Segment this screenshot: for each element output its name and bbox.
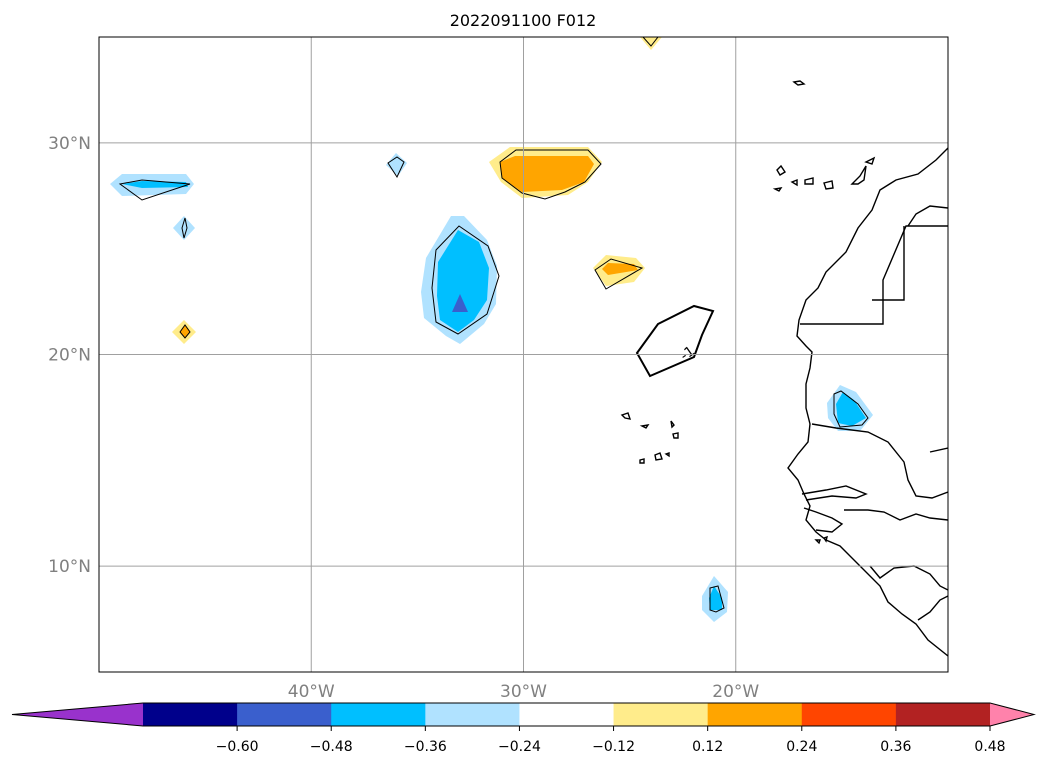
colorbar-segment — [331, 703, 426, 726]
colorbar: −0.60 −0.48 −0.36 −0.24 −0.12 0.12 0.24 0.36 0.4… — [11, 702, 1036, 755]
fill-negative-central-core — [437, 230, 489, 332]
colorbar-segment — [519, 703, 615, 726]
colorbar-tick-label: 0.36 — [880, 739, 911, 755]
liberia-border — [917, 595, 948, 621]
gridlines — [99, 37, 948, 672]
fill-positive-east-core — [602, 263, 638, 275]
colorbar-tick-label: 0.12 — [692, 739, 723, 755]
mauritania-border — [872, 226, 905, 301]
guinea-bissau-outline — [803, 507, 844, 533]
map-frame — [98, 36, 949, 673]
colorbar-tick-label: 0.24 — [786, 739, 817, 755]
colorbar-tick-label: −0.12 — [592, 739, 635, 755]
colorbar-tick-label: 0.48 — [974, 739, 1005, 755]
lon-tick-label: 40°W — [288, 682, 335, 702]
morocco-border — [907, 205, 948, 227]
gambia-outline — [801, 485, 868, 501]
canary-island-7 — [864, 156, 876, 165]
colorbar-tick-label: −0.24 — [498, 739, 541, 755]
contour-south — [709, 585, 725, 613]
colorbar-segment — [237, 703, 332, 726]
lon-tick-label: 30°W — [500, 682, 547, 702]
contour-top — [642, 37, 659, 47]
guinea-border — [844, 509, 948, 521]
cape-verde-island-6 — [654, 452, 663, 461]
colorbar-tick-label: −0.60 — [216, 739, 259, 755]
lon-tick-label: 20°W — [712, 682, 759, 702]
fill-negative-small-2 — [386, 153, 407, 176]
fill-negative-small-1 — [173, 216, 195, 240]
colorbar-segment — [143, 703, 238, 726]
contour-small-2 — [387, 156, 405, 179]
cape-verde-island-1 — [620, 412, 632, 420]
cape-verde-island-3 — [670, 420, 675, 429]
colorbar-outline — [11, 702, 1036, 727]
colorbar-segment — [425, 703, 520, 726]
fill-strong-negative-central — [452, 294, 468, 312]
colorbar-segment — [707, 703, 803, 726]
lat-tick-label: 20°N — [48, 346, 91, 366]
figure-title: 2022091100 F012 — [450, 11, 597, 30]
colorbar-extend-low — [12, 703, 143, 726]
cape-verde-island-5 — [639, 458, 645, 464]
ivory-coast-border — [929, 447, 948, 453]
bold-contour-line — [635, 304, 715, 378]
canary-island-5 — [823, 180, 834, 190]
contour-central-positive — [499, 149, 602, 200]
canary-island-2 — [772, 187, 783, 192]
fill-negative-senegal-core — [836, 392, 866, 426]
canary-island-3 — [790, 178, 798, 187]
lat-tick-label: 10°N — [48, 557, 91, 577]
cape-verde-island-2 — [639, 424, 650, 429]
canary-island-1 — [776, 164, 786, 176]
contour-central-negative — [431, 225, 500, 335]
canary-island-4 — [804, 177, 814, 185]
colorbar-tick-label: −0.36 — [404, 739, 447, 755]
africa-coastline — [787, 147, 948, 657]
western-sahara-border — [800, 225, 948, 325]
contour-positive-east — [594, 258, 644, 290]
colorbar-segment — [613, 703, 709, 726]
anomaly-contours — [118, 37, 869, 613]
contour-positive-small — [179, 324, 191, 339]
contour-senegal — [833, 390, 869, 428]
canary-island-6 — [850, 165, 867, 185]
map-panel: -1 — [48, 36, 949, 702]
axis-labels: 40°W 30°W 20°W 30°N 20°N 10°N — [48, 134, 759, 702]
contour-small-1 — [181, 217, 188, 239]
cape-verde-island-4 — [672, 432, 679, 439]
fill-negative-south-core — [709, 586, 722, 610]
lat-tick-label: 30°N — [48, 134, 91, 154]
bissagos-island-1 — [814, 539, 821, 545]
colorbar-extend-high — [990, 703, 1034, 726]
cape-verde-island-7 — [664, 452, 670, 458]
colorbar-segment — [801, 703, 897, 726]
bissagos-island-2 — [822, 535, 828, 543]
mali-border — [811, 423, 948, 499]
contour-west — [118, 179, 191, 201]
colorbar-segment — [895, 703, 991, 726]
madeira-island — [792, 80, 806, 86]
colorbar-tick-label: −0.48 — [310, 739, 353, 755]
